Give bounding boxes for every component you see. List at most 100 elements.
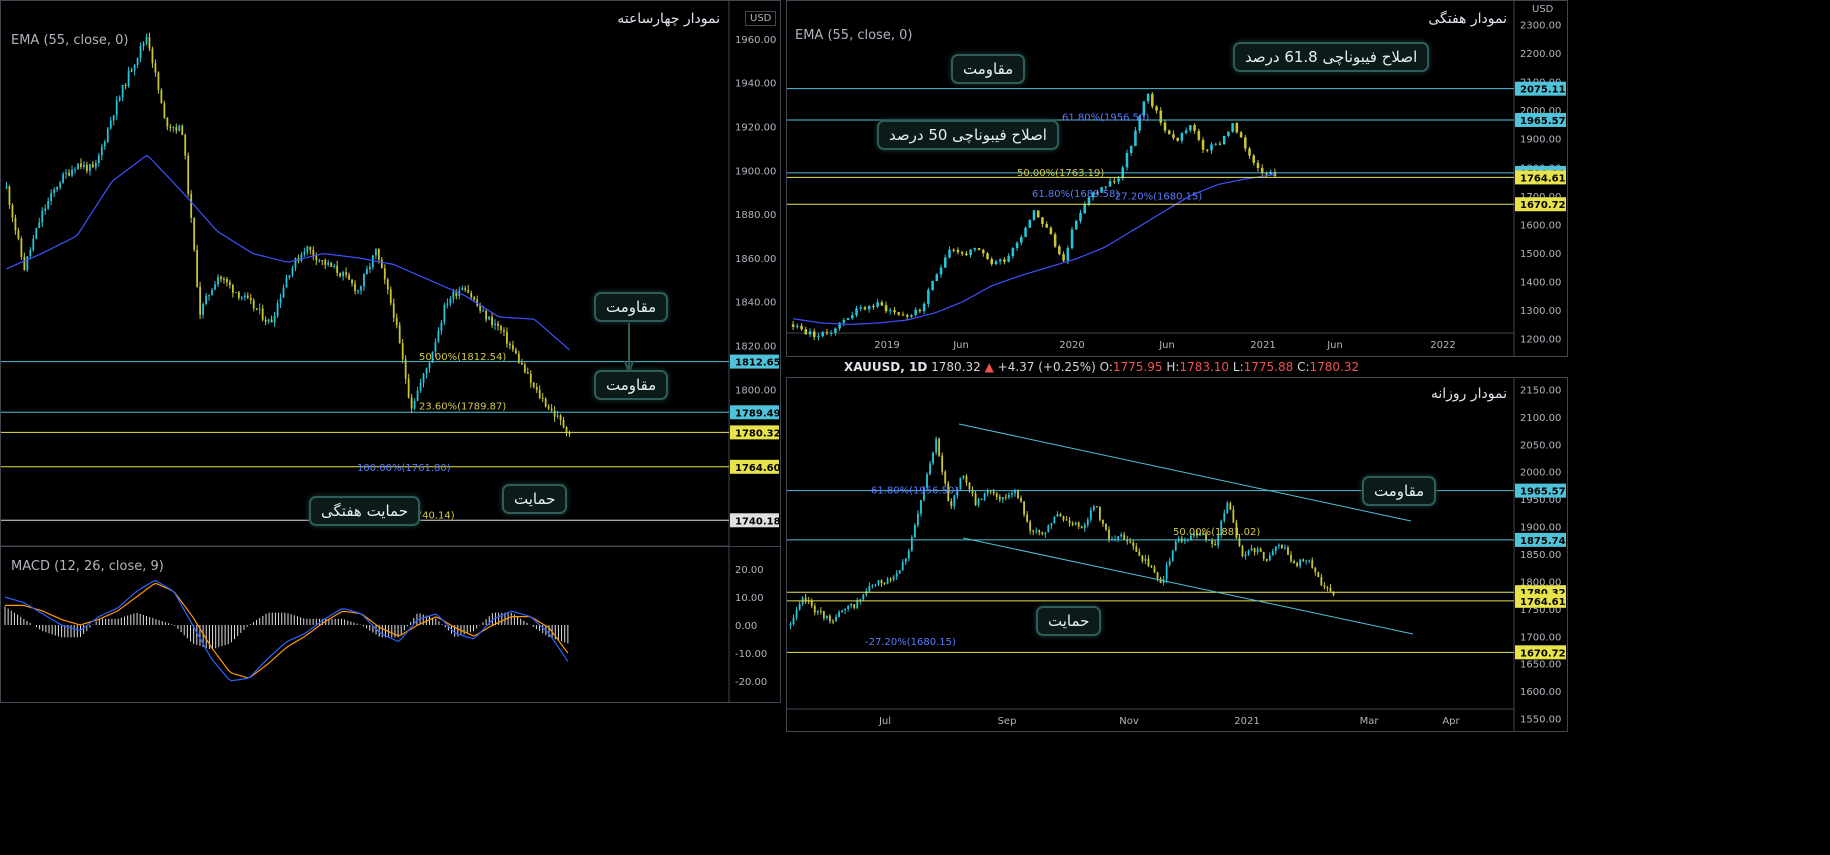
weekly-fib618-callout[interactable]: اصلاح فیبوناچی 61.8 درصد — [1233, 42, 1430, 72]
candle-body — [798, 604, 801, 610]
candle-body — [231, 285, 234, 293]
candle-body — [309, 246, 312, 250]
candle-body — [181, 125, 184, 135]
candle-body — [853, 604, 856, 608]
x-tick-label-1: Jun — [952, 340, 969, 351]
candle-body — [464, 288, 467, 291]
h4-ema-indicator-label[interactable]: EMA (55, close, 0) — [11, 33, 129, 48]
candle-body — [832, 621, 834, 623]
level-price-tag-1 — [730, 405, 779, 420]
candle-body — [360, 286, 362, 291]
candle-body — [485, 310, 487, 320]
weekly-chart-svg[interactable]: 2300.002200.002100.002000.001900.001800.… — [787, 1, 1567, 356]
candle-body — [74, 169, 76, 171]
weekly-ema-indicator-label[interactable]: EMA (55, close, 0) — [795, 28, 913, 43]
candle-body — [931, 281, 934, 290]
candle-body — [1135, 546, 1138, 552]
level-price-text-4: 1740.18 — [735, 516, 780, 527]
candle-body — [1138, 551, 1141, 556]
candle-body — [862, 594, 865, 600]
callout-pointer — [624, 323, 634, 374]
candle-body — [929, 463, 931, 475]
candle-body — [826, 615, 828, 619]
candle-body — [348, 274, 350, 280]
candle-body — [166, 117, 169, 127]
candle-body — [1284, 547, 1286, 549]
h4-chart-svg[interactable]: 1960.00 1940.00 1920.00 1900.00 1880.00 1860.… — [1, 1, 780, 546]
weekly-resistance-callout[interactable]: مقاومت — [951, 54, 1026, 84]
candle-body — [255, 308, 258, 310]
h4-currency-badge[interactable]: USD — [745, 11, 777, 26]
daily-chart-panel[interactable]: 2150.00 2100.00 2050.00 2000.00 1950.00 1900.… — [786, 377, 1568, 732]
daily-chart-svg[interactable]: 2150.00 2100.00 2050.00 2000.00 1950.00 1900.… — [787, 378, 1567, 731]
candle-body — [1248, 148, 1251, 156]
candle-body — [1329, 587, 1332, 592]
h4-support-callout[interactable]: حمایت — [502, 484, 568, 514]
candle-body — [163, 103, 166, 118]
ema-line — [793, 173, 1275, 325]
candle-body — [267, 319, 270, 322]
candle-body — [20, 238, 23, 257]
candle-body — [1250, 548, 1253, 551]
candle-body — [871, 585, 874, 587]
candle-body — [258, 308, 261, 310]
candle-body — [1206, 149, 1209, 151]
candle-body — [157, 72, 160, 90]
h4-weekly-support-callout[interactable]: حمایت هفتگی — [309, 496, 420, 526]
candle-body — [1241, 545, 1244, 557]
candle-body — [1001, 497, 1004, 500]
candle-body — [950, 501, 953, 507]
daily-support-callout[interactable]: حمایت — [1036, 606, 1102, 636]
candle-body — [1123, 534, 1126, 540]
candle-body — [196, 249, 199, 287]
x-tick-label-0: Jul — [878, 716, 891, 727]
candle-body — [169, 126, 172, 128]
candle-body — [868, 586, 871, 592]
y-tick-label-7: 1800.00 — [1520, 577, 1561, 588]
candle-body — [835, 616, 837, 622]
daily-symbol[interactable]: XAUUSD, 1D — [844, 360, 928, 374]
candle-body — [339, 273, 342, 277]
candle-body — [68, 172, 70, 176]
candle-body — [812, 331, 816, 337]
weekly-chart-panel[interactable]: 2300.002200.002100.002000.001900.001800.… — [786, 0, 1568, 357]
candle-body — [1277, 544, 1280, 547]
candle-body — [998, 496, 1001, 500]
candle-body — [1165, 565, 1168, 580]
candle-body — [556, 415, 559, 417]
candle-body — [1004, 497, 1007, 499]
candle-body — [1296, 563, 1298, 566]
candle-body — [1287, 547, 1289, 555]
h4-resistance-callout-2[interactable]: مقاومت — [594, 370, 669, 400]
candle-body — [562, 420, 565, 428]
level-price-tag-0 — [730, 354, 779, 369]
macd-panel[interactable]: 20.00 10.00 0.00 -10.00 -20.00 MACD (12, 26,… — [0, 546, 781, 703]
candle-body — [1044, 532, 1047, 535]
candle-body — [863, 307, 867, 310]
candle-body — [1146, 94, 1150, 102]
candle-body — [395, 317, 398, 326]
candle-body — [800, 325, 803, 330]
daily-resistance-callout[interactable]: مقاومت — [1362, 476, 1437, 506]
candle-body — [136, 57, 139, 65]
candle-body — [291, 267, 294, 276]
candle-body — [953, 495, 956, 507]
y-tick-label-1: 2100.00 — [1520, 413, 1561, 424]
candle-body — [279, 297, 282, 304]
x-tick-label-6: 2022 — [1430, 340, 1455, 351]
h4-resistance-callout-1[interactable]: مقاومت — [594, 292, 669, 322]
candle-body — [1268, 555, 1271, 561]
weekly-currency-label: USD — [1532, 4, 1554, 15]
candle-body — [1099, 506, 1101, 520]
macd-chart-svg[interactable]: 20.00 10.00 0.00 -10.00 -20.00 — [1, 547, 780, 702]
candle-body — [792, 617, 795, 625]
candle-body — [971, 489, 974, 494]
daily-change-value: +4.37 (+0.25%) — [997, 360, 1096, 374]
h4-chart-panel[interactable]: 1960.00 1940.00 1920.00 1900.00 1880.00 1860.… — [0, 0, 781, 547]
candle-body — [1144, 558, 1147, 561]
weekly-fib50-callout[interactable]: اصلاح فیبوناچی 50 درصد — [877, 120, 1059, 150]
candle-body — [383, 268, 386, 280]
macd-indicator-label[interactable]: MACD (12, 26, close, 9) — [11, 559, 164, 574]
candle-body — [1176, 137, 1179, 141]
candle-body — [1199, 533, 1201, 536]
